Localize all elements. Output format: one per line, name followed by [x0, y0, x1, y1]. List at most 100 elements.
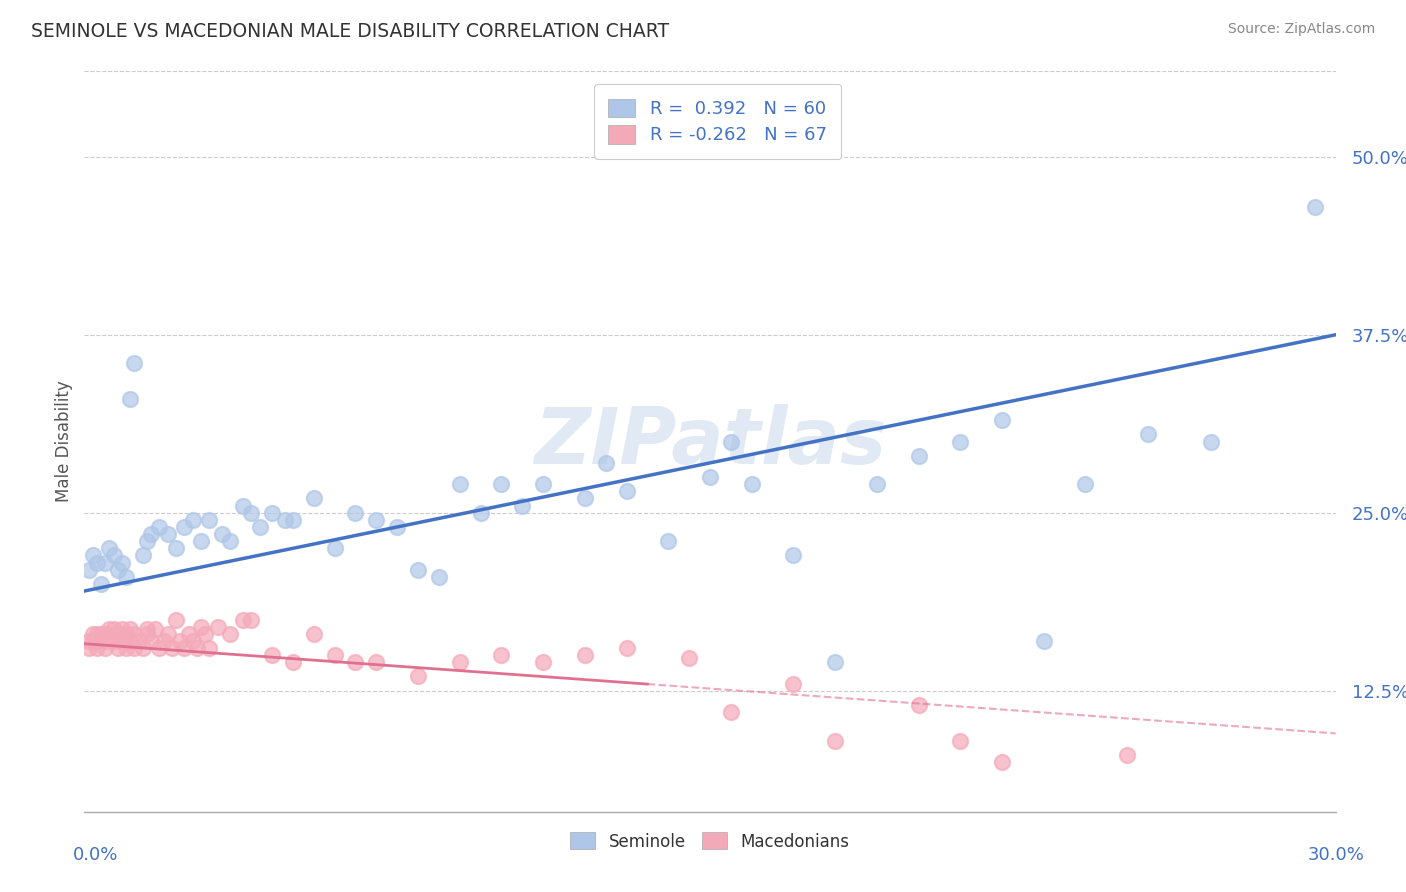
Point	[98, 623, 121, 637]
Point	[720, 705, 742, 719]
Point	[120, 392, 142, 406]
Point	[302, 491, 325, 506]
Point	[156, 626, 179, 640]
Point	[120, 633, 142, 648]
Point	[77, 563, 100, 577]
Legend: Seminole, Macedonians: Seminole, Macedonians	[562, 824, 858, 859]
Point	[86, 640, 108, 655]
Point	[470, 506, 492, 520]
Text: 30.0%: 30.0%	[1308, 846, 1364, 863]
Point	[991, 413, 1014, 427]
Point	[156, 527, 179, 541]
Point	[103, 549, 125, 563]
Point	[124, 626, 146, 640]
Point	[512, 499, 534, 513]
Point	[406, 669, 429, 683]
Point	[198, 513, 221, 527]
Point	[194, 626, 217, 640]
Point	[181, 513, 204, 527]
Point	[323, 648, 346, 662]
Point	[949, 733, 972, 747]
Point	[124, 640, 146, 655]
Point	[207, 619, 229, 633]
Point	[94, 556, 117, 570]
Point	[449, 655, 471, 669]
Point	[281, 655, 304, 669]
Point	[177, 626, 200, 640]
Point	[107, 626, 129, 640]
Point	[907, 449, 929, 463]
Point	[148, 520, 170, 534]
Point	[824, 655, 846, 669]
Point	[111, 556, 134, 570]
Point	[86, 556, 108, 570]
Text: SEMINOLE VS MACEDONIAN MALE DISABILITY CORRELATION CHART: SEMINOLE VS MACEDONIAN MALE DISABILITY C…	[31, 22, 669, 41]
Point	[782, 676, 804, 690]
Point	[198, 640, 221, 655]
Point	[98, 541, 121, 556]
Point	[90, 633, 112, 648]
Point	[173, 520, 195, 534]
Y-axis label: Male Disability: Male Disability	[55, 381, 73, 502]
Text: 0.0%: 0.0%	[73, 846, 118, 863]
Point	[77, 640, 100, 655]
Point	[186, 640, 208, 655]
Point	[824, 733, 846, 747]
Point	[427, 570, 450, 584]
Point	[120, 623, 142, 637]
Point	[132, 640, 155, 655]
Point	[139, 527, 162, 541]
Point	[1303, 200, 1326, 214]
Point	[366, 655, 388, 669]
Point	[173, 640, 195, 655]
Point	[741, 477, 763, 491]
Point	[616, 640, 638, 655]
Point	[240, 506, 263, 520]
Point	[111, 633, 134, 648]
Point	[82, 633, 104, 648]
Point	[103, 633, 125, 648]
Point	[531, 477, 554, 491]
Point	[143, 623, 166, 637]
Point	[344, 506, 367, 520]
Point	[595, 456, 617, 470]
Point	[90, 577, 112, 591]
Point	[181, 633, 204, 648]
Point	[232, 613, 254, 627]
Point	[574, 491, 596, 506]
Point	[115, 570, 138, 584]
Point	[190, 619, 212, 633]
Point	[111, 623, 134, 637]
Point	[344, 655, 367, 669]
Point	[136, 534, 159, 549]
Text: Source: ZipAtlas.com: Source: ZipAtlas.com	[1227, 22, 1375, 37]
Point	[86, 626, 108, 640]
Point	[152, 633, 174, 648]
Point	[366, 513, 388, 527]
Point	[128, 633, 150, 648]
Point	[991, 755, 1014, 769]
Text: ZIPatlas: ZIPatlas	[534, 403, 886, 480]
Point	[82, 549, 104, 563]
Point	[94, 640, 117, 655]
Point	[107, 563, 129, 577]
Point	[148, 640, 170, 655]
Point	[160, 640, 183, 655]
Point	[1116, 747, 1139, 762]
Point	[281, 513, 304, 527]
Point	[232, 499, 254, 513]
Point	[262, 648, 284, 662]
Point	[82, 626, 104, 640]
Point	[165, 613, 187, 627]
Point	[107, 640, 129, 655]
Point	[273, 513, 295, 527]
Point	[77, 633, 100, 648]
Point	[949, 434, 972, 449]
Point	[323, 541, 346, 556]
Point	[115, 640, 138, 655]
Point	[103, 623, 125, 637]
Point	[385, 520, 409, 534]
Point	[139, 633, 162, 648]
Point	[190, 534, 212, 549]
Point	[115, 626, 138, 640]
